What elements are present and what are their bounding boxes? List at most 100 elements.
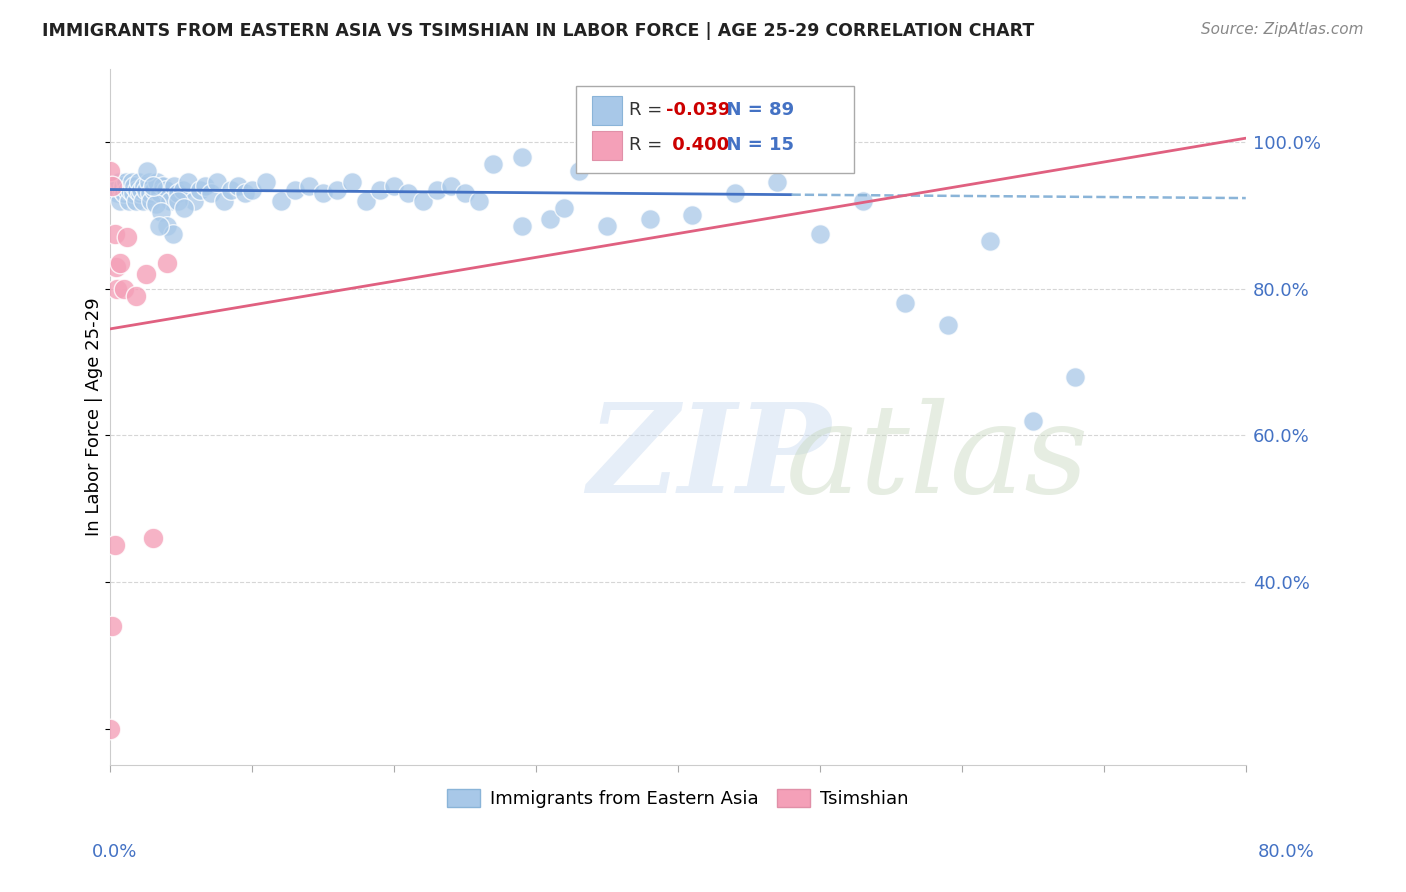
Point: [136, 164, 159, 178]
Point: [162, 227, 184, 241]
Point: [894, 296, 917, 310]
Point: [150, 204, 173, 219]
Point: [454, 186, 477, 201]
Point: [426, 182, 449, 196]
Point: [114, 281, 136, 295]
Point: [326, 182, 349, 196]
Point: [114, 186, 136, 201]
Text: N = 89: N = 89: [714, 102, 794, 120]
Point: [120, 182, 142, 196]
Y-axis label: In Labor Force | Age 25-29: In Labor Force | Age 25-29: [86, 298, 103, 536]
Point: [188, 182, 211, 196]
Point: [104, 260, 127, 274]
Point: [103, 182, 125, 196]
Point: [103, 538, 125, 552]
Point: [135, 182, 157, 196]
Point: [354, 194, 377, 208]
Text: R =: R =: [630, 136, 668, 154]
Point: [118, 194, 141, 208]
Point: [538, 211, 561, 226]
FancyBboxPatch shape: [592, 130, 623, 160]
Text: IMMIGRANTS FROM EASTERN ASIA VS TSIMSHIAN IN LABOR FORCE | AGE 25-29 CORRELATION: IMMIGRANTS FROM EASTERN ASIA VS TSIMSHIA…: [42, 22, 1035, 40]
Point: [183, 194, 205, 208]
Point: [240, 182, 263, 196]
Point: [596, 219, 619, 234]
Point: [141, 194, 163, 208]
Point: [100, 178, 122, 193]
Point: [412, 194, 434, 208]
Text: R =: R =: [630, 102, 668, 120]
Point: [172, 182, 194, 196]
Text: 0.0%: 0.0%: [91, 843, 136, 861]
Point: [1022, 413, 1045, 427]
Point: [167, 194, 190, 208]
Point: [510, 149, 533, 163]
Text: atlas: atlas: [786, 398, 1090, 519]
FancyBboxPatch shape: [576, 86, 853, 173]
Point: [200, 186, 222, 201]
Point: [128, 175, 150, 189]
Point: [117, 182, 139, 196]
Point: [111, 182, 134, 196]
Point: [298, 178, 321, 193]
Point: [98, 722, 121, 736]
Point: [155, 182, 177, 196]
Point: [108, 256, 131, 270]
Point: [440, 178, 463, 193]
Point: [146, 175, 169, 189]
Text: 80.0%: 80.0%: [1258, 843, 1315, 861]
Point: [468, 194, 491, 208]
Point: [156, 256, 179, 270]
Point: [139, 186, 162, 201]
Legend: Immigrants from Eastern Asia, Tsimshian: Immigrants from Eastern Asia, Tsimshian: [440, 781, 917, 815]
Point: [125, 289, 148, 303]
Point: [129, 186, 152, 201]
Point: [105, 186, 128, 201]
Point: [163, 178, 186, 193]
Text: N = 15: N = 15: [714, 136, 794, 154]
Point: [396, 186, 419, 201]
Point: [312, 186, 335, 201]
Point: [177, 175, 200, 189]
Point: [808, 227, 831, 241]
Point: [131, 182, 153, 196]
Point: [149, 186, 172, 201]
Point: [205, 175, 228, 189]
Point: [100, 619, 122, 633]
Point: [117, 230, 139, 244]
Point: [142, 531, 165, 545]
Point: [284, 182, 307, 196]
Point: [105, 281, 128, 295]
Point: [125, 194, 148, 208]
Point: [138, 175, 160, 189]
Text: -0.039: -0.039: [665, 102, 730, 120]
Point: [134, 178, 156, 193]
Point: [254, 175, 277, 189]
Point: [142, 178, 165, 193]
Point: [156, 219, 179, 234]
Point: [143, 182, 166, 196]
Point: [173, 201, 195, 215]
Point: [1064, 369, 1087, 384]
Point: [145, 197, 167, 211]
Text: ZIP: ZIP: [588, 398, 831, 519]
Point: [340, 175, 363, 189]
Point: [638, 211, 661, 226]
Point: [121, 175, 143, 189]
Point: [107, 175, 129, 189]
Point: [382, 178, 405, 193]
Point: [135, 267, 157, 281]
Point: [766, 175, 789, 189]
Text: 0.400: 0.400: [665, 136, 728, 154]
Point: [127, 182, 149, 196]
Point: [167, 186, 190, 201]
Point: [510, 219, 533, 234]
Point: [104, 178, 127, 193]
Point: [108, 194, 131, 208]
Point: [681, 208, 703, 222]
Point: [124, 178, 146, 193]
Point: [152, 178, 174, 193]
Point: [219, 182, 242, 196]
Point: [724, 186, 747, 201]
Point: [212, 194, 235, 208]
